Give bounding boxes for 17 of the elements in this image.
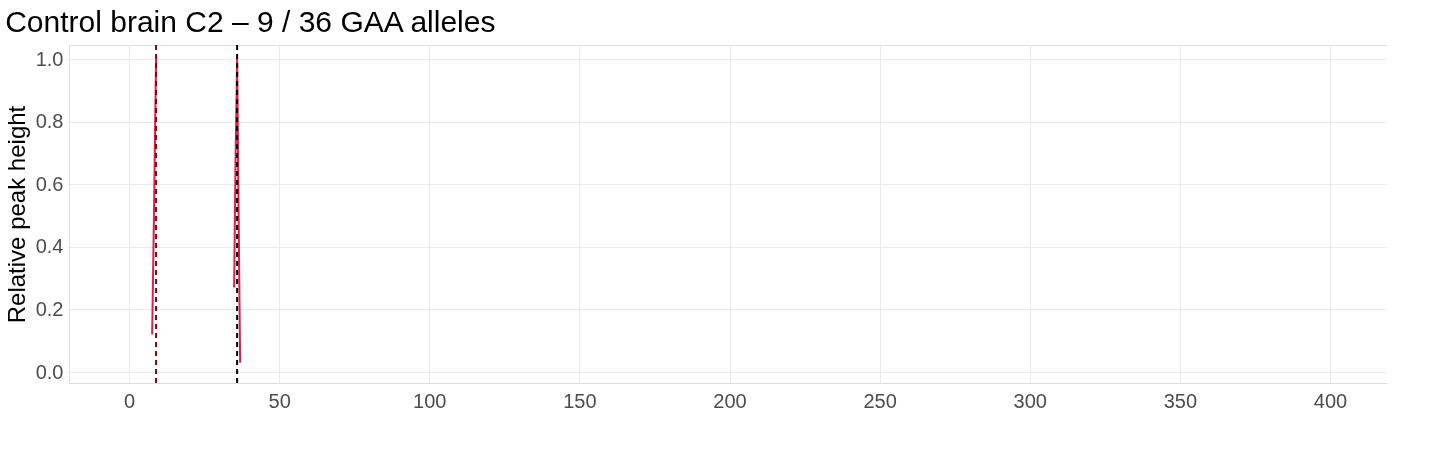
chart-title: Control brain C2 – 9 / 36 GAA alleles — [5, 5, 496, 38]
x-tick-label: 150 — [563, 389, 597, 412]
x-tick-label: 200 — [713, 389, 747, 412]
y-tick-label: 0.8 — [35, 110, 64, 133]
x-tick-label: 250 — [863, 389, 897, 412]
x-tick-label: 0 — [123, 389, 136, 412]
y-tick-label: 0.6 — [35, 172, 64, 195]
x-tick-label: 350 — [1163, 389, 1198, 412]
y-axis-title: Relative peak height — [2, 105, 30, 324]
x-tick-label: 50 — [268, 389, 291, 412]
y-tick-label: 0.0 — [35, 360, 64, 383]
x-tick-label: 100 — [413, 389, 447, 412]
y-tick-label: 0.2 — [35, 297, 64, 320]
x-tick-label: 400 — [1313, 389, 1348, 412]
x-tick-label: 300 — [1013, 389, 1047, 412]
y-tick-label: 0.4 — [35, 235, 64, 258]
y-tick-label: 1.0 — [35, 47, 64, 70]
